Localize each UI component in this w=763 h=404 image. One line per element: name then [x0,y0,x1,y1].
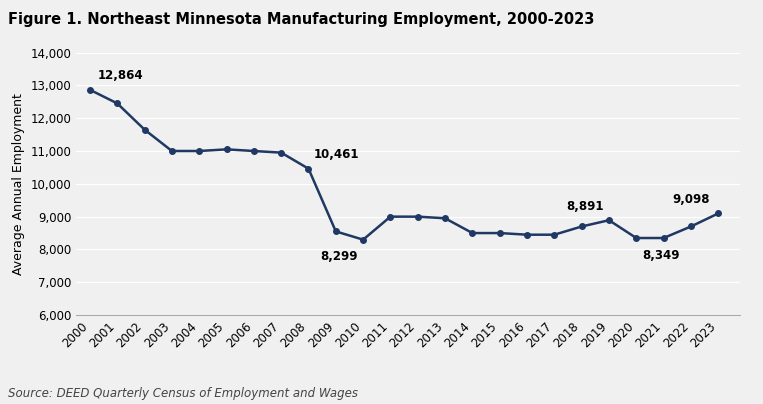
Y-axis label: Average Annual Employment: Average Annual Employment [12,93,25,275]
Text: Figure 1. Northeast Minnesota Manufacturing Employment, 2000-2023: Figure 1. Northeast Minnesota Manufactur… [8,12,594,27]
Text: 8,299: 8,299 [320,250,358,263]
Text: Source: DEED Quarterly Census of Employment and Wages: Source: DEED Quarterly Census of Employm… [8,387,358,400]
Text: 12,864: 12,864 [98,69,143,82]
Text: 9,098: 9,098 [672,193,710,206]
Text: 10,461: 10,461 [314,148,359,161]
Text: 8,891: 8,891 [566,200,604,213]
Text: 8,349: 8,349 [642,248,679,261]
